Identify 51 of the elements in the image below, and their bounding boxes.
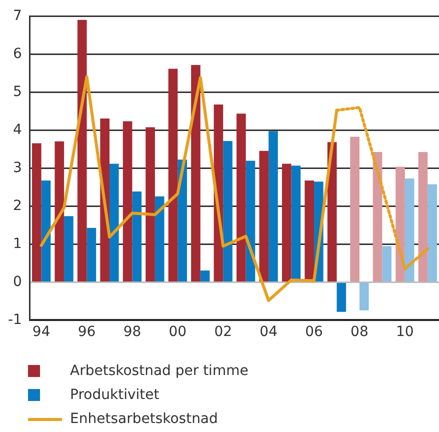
bar <box>259 150 269 282</box>
bar <box>32 143 42 282</box>
x-tick-label: 00 <box>168 324 187 340</box>
y-tick-label: -1 <box>8 312 22 328</box>
bar <box>41 180 51 282</box>
legend-label: Arbetskostnad per timme <box>70 363 248 379</box>
y-tick-label: 6 <box>13 46 22 62</box>
bar <box>191 65 200 282</box>
bar <box>146 127 155 282</box>
bar <box>223 140 232 282</box>
y-tick-label: 1 <box>13 236 22 252</box>
bar <box>54 141 64 282</box>
bar <box>109 164 119 282</box>
bar <box>404 178 414 282</box>
x-tick-label: 98 <box>123 324 142 340</box>
bar <box>350 136 360 282</box>
bar <box>428 184 437 282</box>
bar <box>86 228 96 282</box>
legend-label: Produktivitet <box>70 387 160 403</box>
y-tick-label: 0 <box>13 274 22 290</box>
bar <box>336 282 346 312</box>
bar <box>359 282 369 310</box>
bar <box>178 160 187 282</box>
y-tick-label: 4 <box>13 122 22 138</box>
bar <box>154 196 164 282</box>
legend-label: Enhetsarbetskostnad <box>70 411 218 427</box>
x-tick-label: 04 <box>260 324 278 340</box>
y-tick-label: 5 <box>13 84 22 100</box>
x-tick-label: 10 <box>396 324 414 340</box>
bar <box>396 166 405 282</box>
y-tick-label: 3 <box>13 160 22 176</box>
bar <box>382 246 392 282</box>
y-tick-label: 7 <box>13 8 22 24</box>
bar <box>236 114 246 282</box>
bar <box>132 191 142 282</box>
x-tick-label: 08 <box>350 324 368 340</box>
x-tick-label: 06 <box>305 324 324 340</box>
x-tick-label: 02 <box>214 324 232 340</box>
bar <box>304 180 314 282</box>
bar <box>268 131 278 282</box>
bar <box>246 160 256 282</box>
bar <box>77 20 87 282</box>
x-tick-label: 94 <box>32 324 50 340</box>
bar <box>200 270 210 282</box>
y-tick-label: 2 <box>13 198 22 214</box>
bar <box>282 164 292 282</box>
bar <box>122 121 132 282</box>
bar <box>168 68 178 282</box>
bar <box>418 152 428 282</box>
x-tick-label: 96 <box>78 324 96 340</box>
bar <box>64 216 74 282</box>
